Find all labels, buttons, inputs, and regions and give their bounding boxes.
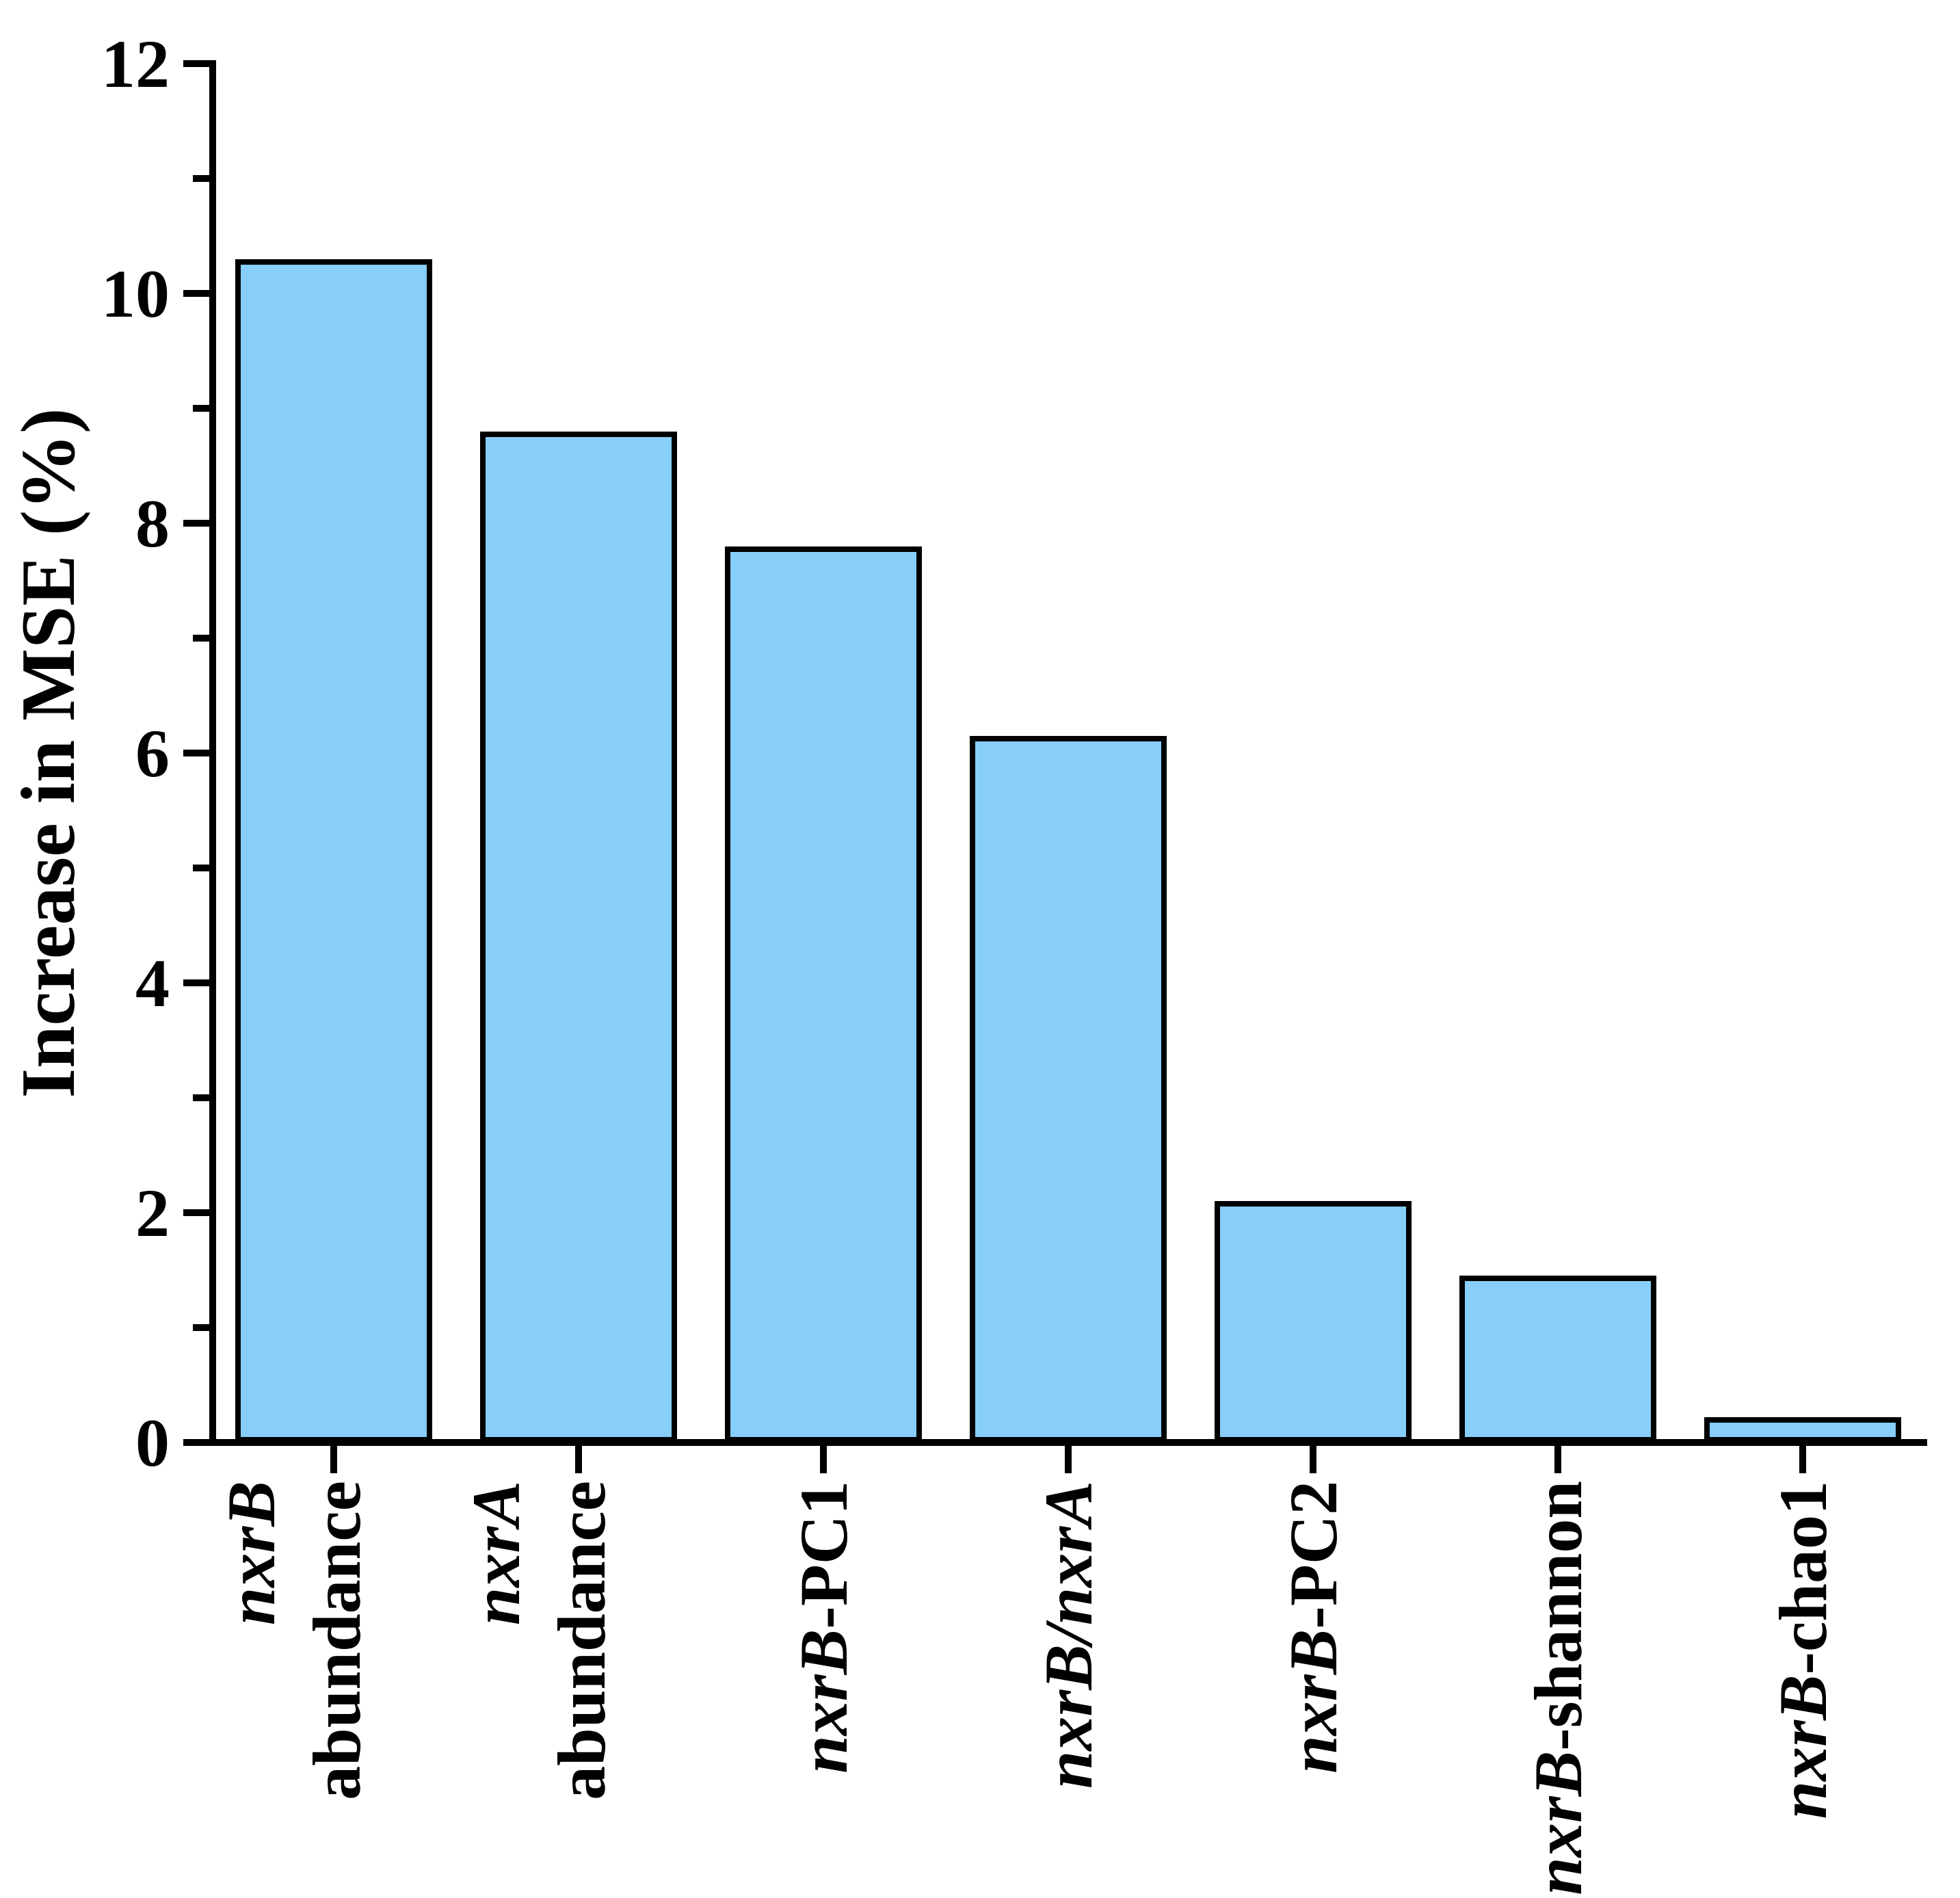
y-tick-label: 0: [135, 1405, 170, 1481]
gene-name-italic: nxrB/nxrA: [1030, 1481, 1107, 1789]
x-tick-label-line: nxrA: [453, 1481, 539, 1898]
x-tick: [1554, 1446, 1561, 1473]
y-tick-label: 12: [101, 26, 170, 102]
y-major-tick: [183, 1209, 209, 1216]
x-tick-label: nxrA abundance: [453, 1481, 624, 1898]
bar-nxrB-abundance: [235, 259, 432, 1442]
x-tick: [330, 1446, 337, 1473]
y-major-tick: [183, 1439, 209, 1446]
gene-name-italic: nxrB: [1764, 1674, 1841, 1819]
gene-name-italic: nxrB: [785, 1629, 862, 1774]
label-text: -PC2: [1275, 1481, 1351, 1629]
y-minor-tick: [193, 1324, 209, 1331]
x-tick-label-line: abundance: [294, 1481, 380, 1898]
y-minor-tick: [193, 175, 209, 182]
x-tick: [820, 1446, 827, 1473]
y-major-tick: [183, 979, 209, 986]
x-tick-label: nxrB-PC2: [1271, 1481, 1356, 1898]
x-tick-label-line: nxrB-PC2: [1271, 1481, 1356, 1898]
gene-name-italic: nxrB: [1275, 1629, 1351, 1774]
label-text: -PC1: [785, 1481, 862, 1629]
y-axis-spine: [209, 60, 216, 1446]
y-tick-label: 8: [135, 486, 170, 562]
label-text: -chao1: [1764, 1481, 1841, 1675]
x-tick: [575, 1446, 582, 1473]
gene-name-italic: nxrB: [1520, 1750, 1596, 1895]
bar-nxrB-nxrA: [970, 736, 1167, 1442]
bar-nxrB-PC1: [725, 546, 922, 1442]
y-tick-label: 4: [135, 945, 170, 1021]
y-minor-tick: [193, 635, 209, 642]
x-tick: [1310, 1446, 1316, 1473]
x-tick-label: nxrB-PC1: [781, 1481, 866, 1898]
y-major-tick: [183, 520, 209, 527]
y-minor-tick: [193, 405, 209, 412]
bar-nxrB-PC2: [1215, 1201, 1412, 1442]
x-tick-label-line: abundance: [539, 1481, 624, 1898]
label-text: -shannon: [1520, 1481, 1596, 1751]
y-minor-tick: [193, 865, 209, 871]
x-tick-label-line: nxrB-shannon: [1515, 1481, 1601, 1898]
y-tick-label: 6: [135, 715, 170, 791]
gene-name-italic: nxrB: [213, 1481, 289, 1626]
x-tick-label-line: nxrB: [209, 1481, 294, 1898]
x-tick: [1065, 1446, 1072, 1473]
y-tick-label: 2: [135, 1175, 170, 1251]
y-major-tick: [183, 750, 209, 756]
x-tick-label: nxrB-shannon: [1515, 1481, 1601, 1898]
x-tick-label: nxrB/nxrA: [1026, 1481, 1111, 1898]
label-text: abundance: [299, 1481, 375, 1800]
gene-name-italic: nxrA: [458, 1481, 534, 1626]
x-tick: [1799, 1446, 1806, 1473]
y-minor-tick: [193, 1094, 209, 1101]
x-tick-label-line: nxrB/nxrA: [1026, 1481, 1111, 1898]
y-tick-label: 10: [101, 256, 170, 332]
x-tick-label: nxrB abundance: [209, 1481, 380, 1898]
y-major-tick: [183, 60, 209, 67]
x-axis-spine: [209, 1439, 1927, 1446]
label-text: abundance: [544, 1481, 620, 1800]
bar-nxrB-shannon: [1459, 1276, 1656, 1442]
y-major-tick: [183, 290, 209, 297]
x-tick-label-line: nxrB-PC1: [781, 1481, 866, 1898]
x-tick-label-line: nxrB-chao1: [1760, 1481, 1846, 1898]
bar-nxrA-abundance: [480, 432, 677, 1442]
x-tick-label: nxrB-chao1: [1760, 1481, 1846, 1898]
